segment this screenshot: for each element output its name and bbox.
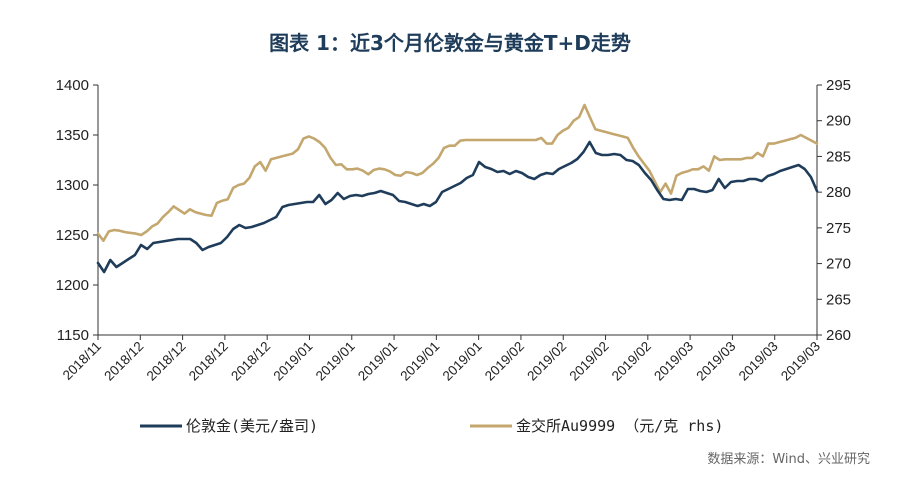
x-tick-label: 2018/12 (228, 339, 273, 384)
x-tick-label: 2019/02 (482, 339, 527, 384)
series-line-au9999 (96, 103, 819, 242)
x-tick-label: 2019/03 (778, 339, 823, 384)
x-tick-label: 2019/03 (651, 339, 696, 384)
legend-label-au9999: 金交所Au9999 （元/克 rhs) (516, 417, 723, 435)
y-right-tick-label: 270 (826, 256, 851, 273)
x-tick-label: 2019/01 (440, 339, 485, 384)
y-left-tick-label: 1150 (57, 327, 89, 344)
x-tick-label: 2019/01 (313, 339, 358, 384)
x-tick-label: 2018/12 (144, 339, 189, 384)
x-tick-label: 2019/01 (270, 339, 315, 384)
y-right-tick-label: 260 (826, 327, 851, 344)
y-left-tick-label: 1200 (56, 277, 89, 294)
source-note: 数据来源：Wind、兴业研究 (707, 452, 870, 467)
legend: 伦敦金(美元/盎司) 金交所Au9999 （元/克 rhs) (140, 417, 723, 435)
x-tick-label: 2019/03 (736, 339, 781, 384)
y-left-tick-label: 1400 (56, 77, 89, 94)
x-tick-label: 2019/02 (609, 339, 654, 384)
x-tick-label: 2019/01 (355, 339, 400, 384)
x-tick-label: 2019/01 (397, 339, 442, 384)
series-layer (96, 103, 819, 274)
x-tick-label: 2018/11 (60, 339, 104, 383)
legend-label-london-gold: 伦敦金(美元/盎司) (186, 417, 318, 435)
y-right-tick-label: 280 (826, 184, 851, 201)
y-right-tick-label: 295 (826, 77, 851, 94)
y-right-tick-label: 265 (826, 291, 851, 308)
y-right-tick-label: 275 (826, 220, 851, 237)
y-left-tick-label: 1250 (56, 227, 89, 244)
x-tick-label: 2019/02 (567, 339, 612, 384)
y-right-tick-label: 290 (826, 113, 851, 130)
y-left-tick-label: 1350 (56, 127, 89, 144)
axes: 1150 1200 1250 1300 1350 1400 260 265 270 275 280 2… (56, 77, 851, 384)
y-left-tick-label: 1300 (56, 177, 89, 194)
x-tick-label: 2019/03 (693, 339, 738, 384)
x-tick-label: 2018/12 (101, 339, 146, 384)
x-tick-label: 2018/12 (186, 339, 231, 384)
chart-title: 图表 1：近3个月伦敦金与黄金T+D走势 (269, 31, 631, 55)
y-right-tick-label: 285 (826, 148, 851, 165)
series-line-london-gold (96, 140, 819, 274)
x-tick-label: 2019/02 (524, 339, 569, 384)
